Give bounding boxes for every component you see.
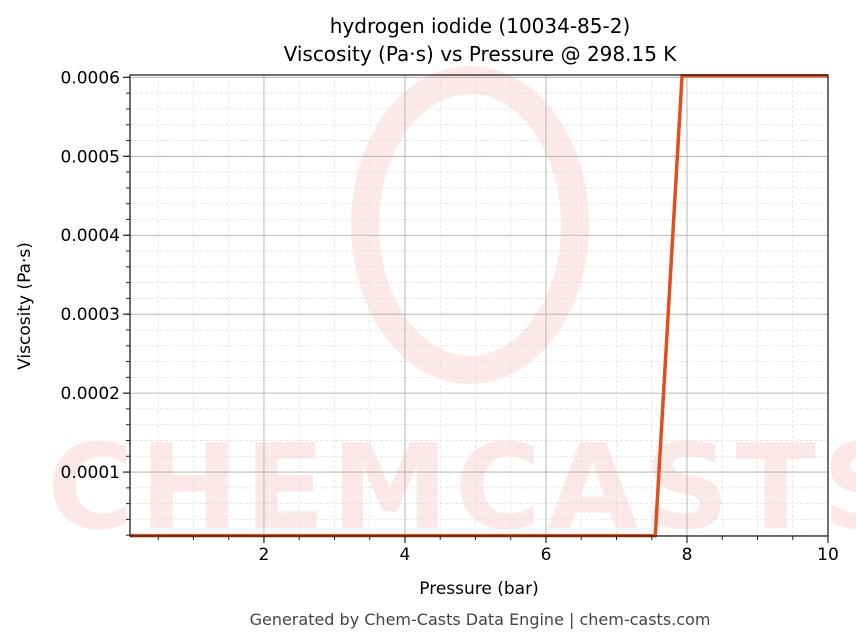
y-tick-label: 0.0004 — [61, 226, 120, 246]
x-tick-label: 6 — [541, 545, 552, 565]
x-tick-label: 8 — [682, 545, 693, 565]
chart-subtitle: Viscosity (Pa·s) vs Pressure @ 298.15 K — [284, 42, 678, 66]
plot-frame — [129, 74, 829, 537]
y-tick-label: 0.0005 — [61, 147, 120, 167]
y-axis-label: Viscosity (Pa·s) — [15, 242, 35, 370]
x-axis-label: Pressure (bar) — [419, 579, 538, 599]
y-tick-label: 0.0001 — [61, 463, 120, 483]
watermark-logo — [351, 66, 589, 384]
y-tick-label: 0.0006 — [61, 68, 120, 88]
x-tick-label: 2 — [259, 545, 270, 565]
footer-credit: Generated by Chem-Casts Data Engine | ch… — [250, 610, 711, 629]
y-tick-label: 0.0003 — [61, 305, 120, 325]
y-tick-label: 0.0002 — [61, 384, 120, 404]
watermark: CHEMCASTS — [47, 66, 856, 556]
watermark-text: CHEMCASTS — [47, 418, 856, 556]
x-tick-label: 4 — [400, 545, 411, 565]
chart-title: hydrogen iodide (10034-85-2) — [330, 14, 631, 38]
x-tick-label: 10 — [817, 545, 839, 565]
